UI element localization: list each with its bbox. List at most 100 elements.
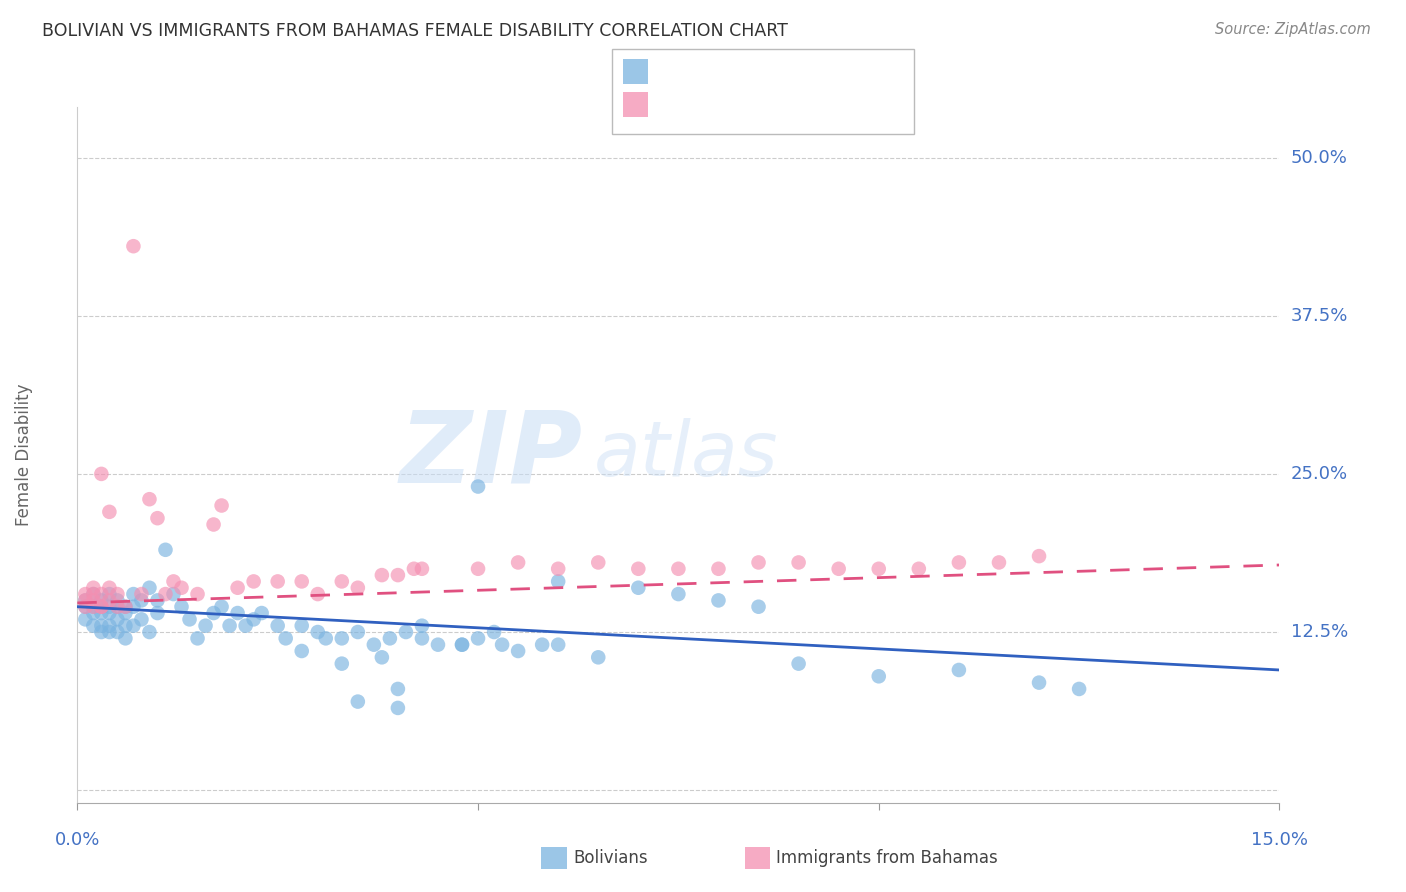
Point [787,657,810,671]
Point [107,587,129,601]
Text: 0.0%: 0.0% [55,831,100,849]
Point [787,556,810,570]
Point [75,593,97,607]
Text: ZIP: ZIP [399,407,582,503]
Point [547,562,569,576]
Point [402,562,425,576]
Point [531,638,554,652]
Point [218,618,240,632]
Point [114,606,136,620]
Point [90,593,112,607]
Point [107,625,129,640]
Point [82,587,104,601]
Point [330,657,353,671]
Point [828,562,851,576]
Point [387,568,409,582]
Point [82,618,104,632]
Text: Female Disability: Female Disability [15,384,32,526]
Point [274,632,297,646]
Point [948,556,970,570]
Point [162,587,184,601]
Point [114,632,136,646]
Point [508,644,530,658]
Point [155,542,177,557]
Point [267,574,290,589]
Point [482,625,505,640]
Point [491,638,513,652]
Point [411,632,433,646]
Point [411,562,433,576]
Point [82,606,104,620]
Point [107,593,129,607]
Point [707,562,730,576]
Point [211,599,233,614]
Text: N = 53: N = 53 [808,95,872,113]
Point [387,701,409,715]
Point [226,581,249,595]
Point [307,587,329,601]
Text: 12.5%: 12.5% [1291,623,1348,641]
Point [291,618,314,632]
Point [98,599,121,614]
Point [98,505,121,519]
Point [868,562,890,576]
Point [98,593,121,607]
Point [82,599,104,614]
Point [75,612,97,626]
Point [347,625,370,640]
Text: N = 86: N = 86 [808,62,872,80]
Point [98,587,121,601]
Point [90,625,112,640]
Text: R = -0.128: R = -0.128 [657,62,754,80]
Point [242,612,264,626]
Point [98,606,121,620]
Point [748,556,770,570]
Point [90,587,112,601]
Point [235,618,257,632]
Point [138,625,160,640]
Point [547,574,569,589]
Point [131,593,153,607]
Point [363,638,385,652]
Text: 25.0%: 25.0% [1291,465,1348,483]
Point [315,632,337,646]
Point [170,581,193,595]
Point [82,599,104,614]
Point [122,587,145,601]
Point [211,499,233,513]
Point [122,239,145,253]
Point [131,587,153,601]
Point [467,632,489,646]
Text: 37.5%: 37.5% [1291,307,1348,325]
Point [107,599,129,614]
Point [451,638,474,652]
Text: R =  0.078: R = 0.078 [657,95,752,113]
Point [411,618,433,632]
Point [114,599,136,614]
Point [82,587,104,601]
Point [75,593,97,607]
Point [107,599,129,614]
Point [146,606,169,620]
Point [467,562,489,576]
Point [588,556,610,570]
Point [307,625,329,640]
Point [202,606,225,620]
Point [1028,549,1050,563]
Point [202,517,225,532]
Point [90,599,112,614]
Point [107,612,129,626]
Point [90,599,112,614]
Point [90,599,112,614]
Point [668,562,690,576]
Point [146,593,169,607]
Point [75,599,97,614]
Point [122,599,145,614]
Point [114,599,136,614]
Point [170,599,193,614]
Point [347,581,370,595]
Point [138,581,160,595]
Point [131,612,153,626]
Point [98,618,121,632]
Point [371,568,394,582]
